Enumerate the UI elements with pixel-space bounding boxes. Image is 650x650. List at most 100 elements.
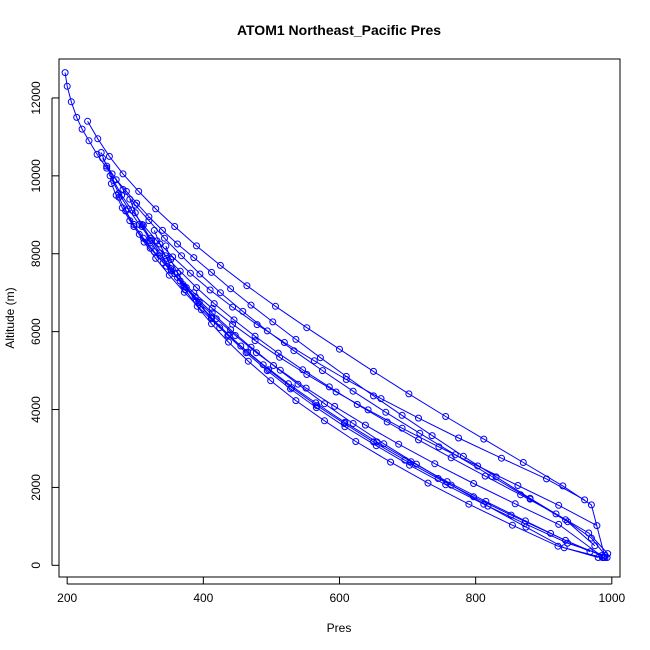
series-line <box>129 199 604 558</box>
data-point <box>312 404 320 412</box>
data-point <box>119 170 127 178</box>
y-axis: 0 2000 4000 6000 8000 10000 12000 <box>29 81 59 569</box>
series-line <box>109 175 609 554</box>
data-point <box>387 458 395 466</box>
data-point <box>244 357 252 365</box>
data-point <box>342 376 350 383</box>
data-point <box>465 500 473 508</box>
data-point <box>442 481 450 489</box>
series-line <box>110 183 598 527</box>
data-point <box>225 338 232 346</box>
data-point <box>93 150 101 158</box>
data-point <box>208 320 215 328</box>
data-point <box>237 342 245 350</box>
data-point <box>481 472 489 480</box>
series-line <box>125 210 602 557</box>
data-point <box>224 332 232 339</box>
data-point <box>138 223 146 230</box>
data-point <box>372 442 380 450</box>
data-layer <box>61 69 612 561</box>
data-point <box>581 496 589 504</box>
data-point <box>560 544 568 552</box>
data-point <box>377 395 385 403</box>
y-tick-label: 12000 <box>29 81 43 115</box>
series-2 <box>84 117 609 561</box>
data-point <box>415 414 422 422</box>
data-point <box>206 286 214 294</box>
data-point <box>442 413 450 420</box>
data-point <box>193 242 200 250</box>
data-point <box>230 316 238 324</box>
data-point <box>585 529 593 537</box>
data-point <box>474 462 482 470</box>
series-line <box>64 72 608 558</box>
data-point <box>325 383 333 391</box>
y-tick-label: 6000 <box>29 318 43 345</box>
data-point <box>428 432 436 440</box>
data-point <box>267 377 275 385</box>
data-point <box>302 384 310 392</box>
data-point <box>270 362 277 369</box>
data-point <box>514 482 522 489</box>
data-point <box>227 285 235 293</box>
series-line <box>118 197 599 558</box>
series-line <box>153 230 603 558</box>
data-point <box>118 204 126 212</box>
data-point <box>156 240 164 248</box>
data-point <box>447 454 455 462</box>
data-point <box>105 152 113 160</box>
data-point <box>319 367 326 375</box>
data-point <box>484 502 492 510</box>
data-point <box>554 542 562 550</box>
data-point <box>276 353 284 361</box>
y-tick-label: 8000 <box>29 240 43 267</box>
data-point <box>163 254 171 262</box>
data-point <box>352 438 360 445</box>
data-point <box>331 402 339 410</box>
y-tick-label: 2000 <box>29 474 43 501</box>
data-point <box>181 286 189 294</box>
data-point <box>598 554 606 561</box>
data-point <box>398 424 406 432</box>
data-point <box>280 339 288 346</box>
data-point <box>431 460 439 468</box>
data-point <box>252 349 260 357</box>
data-point <box>395 440 403 448</box>
data-point <box>208 304 216 312</box>
x-axis: 200 400 600 800 1000 <box>57 577 626 605</box>
data-point <box>269 318 277 326</box>
data-point <box>131 209 139 217</box>
data-point <box>84 117 92 125</box>
data-point <box>145 217 153 225</box>
data-point <box>251 337 259 345</box>
data-point <box>303 371 311 378</box>
data-point <box>195 298 203 306</box>
data-point <box>190 254 198 262</box>
data-point <box>517 491 525 499</box>
x-tick-label: 600 <box>329 591 349 605</box>
data-point <box>229 320 237 328</box>
data-point <box>78 125 86 133</box>
data-point <box>552 510 560 518</box>
data-point <box>126 195 134 203</box>
data-point <box>310 357 318 365</box>
data-point <box>336 345 343 353</box>
data-point <box>150 226 158 234</box>
chart-title: ATOM1 Northeast_Pacific Pres <box>237 22 441 38</box>
data-point <box>208 315 215 323</box>
data-point <box>112 191 120 199</box>
x-tick-label: 800 <box>466 591 486 605</box>
data-point <box>564 539 572 547</box>
data-point <box>480 435 488 443</box>
data-point <box>97 149 105 156</box>
data-point <box>303 324 311 332</box>
data-point <box>292 397 300 405</box>
data-point <box>470 480 478 487</box>
data-point <box>564 518 572 526</box>
data-point <box>526 495 534 503</box>
data-point <box>243 282 251 290</box>
data-point <box>135 230 143 238</box>
data-point <box>349 420 357 427</box>
data-point <box>507 511 515 519</box>
